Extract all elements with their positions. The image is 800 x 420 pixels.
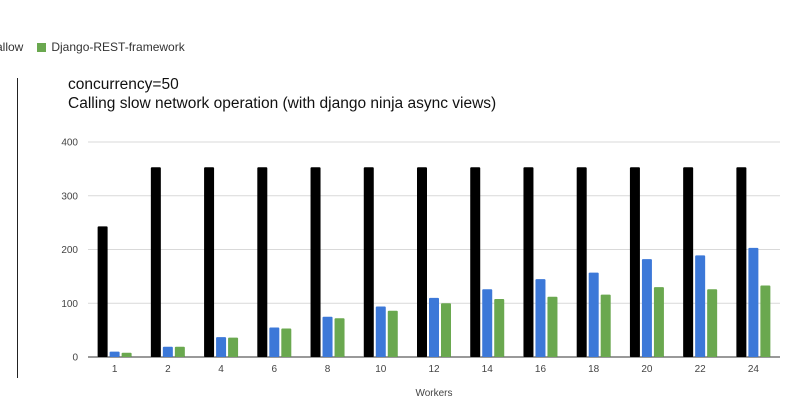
bar (441, 303, 451, 357)
x-tick-label: 20 (641, 364, 653, 375)
bar (653, 287, 664, 357)
bar (150, 167, 161, 357)
bar (216, 337, 227, 357)
bar (417, 167, 427, 357)
bar (588, 272, 599, 357)
chart-title-block: concurrency=50 Calling slow network oper… (68, 75, 496, 113)
x-tick-label: 1 (112, 364, 118, 375)
bar (535, 279, 546, 357)
x-tick-label: 16 (535, 364, 547, 375)
chart-subtitle: Calling slow network operation (with dja… (68, 95, 497, 112)
bar (523, 167, 534, 357)
bar (683, 167, 694, 357)
bar (429, 297, 439, 357)
bar (629, 167, 640, 357)
y-tick-label: 200 (61, 245, 78, 256)
bar (736, 167, 747, 357)
x-tick-label: 8 (325, 364, 331, 375)
bar (494, 298, 505, 357)
bar (547, 296, 558, 357)
bar (322, 316, 333, 357)
x-axis-title: Workers (415, 388, 452, 399)
x-tick-label: 14 (482, 364, 494, 375)
bar (707, 289, 718, 357)
x-tick-label: 24 (748, 364, 760, 375)
bar (228, 337, 239, 357)
bar (109, 351, 120, 357)
bar (748, 247, 759, 357)
bar (257, 167, 268, 357)
y-tick-label: 100 (61, 299, 78, 310)
bar (470, 167, 481, 357)
bar (121, 352, 132, 357)
legend-item: mallow (0, 40, 23, 54)
bar (334, 318, 345, 357)
bar (162, 346, 173, 357)
chart-title: concurrency=50 (68, 76, 179, 93)
x-tick-label: 18 (588, 364, 600, 375)
x-tick-label: 6 (272, 364, 278, 375)
chart-legend: mallow Django-REST-framework (0, 40, 199, 54)
bar (204, 167, 215, 357)
bar (375, 306, 386, 357)
x-tick-label: 4 (218, 364, 224, 375)
bar (387, 310, 398, 357)
bar (576, 167, 587, 357)
bar (269, 327, 280, 357)
legend-label: Django-REST-framework (51, 40, 185, 54)
bar (281, 328, 292, 357)
bar (174, 346, 185, 357)
x-tick-label: 10 (375, 364, 387, 375)
bar (363, 167, 374, 357)
legend-swatch (37, 43, 47, 52)
y-tick-label: 400 (61, 138, 78, 149)
bar (600, 294, 611, 357)
bar (482, 289, 493, 357)
x-tick-label: 22 (695, 364, 707, 375)
bar (97, 226, 108, 357)
bar (760, 285, 771, 357)
bar (310, 167, 321, 357)
y-tick-label: 0 (72, 353, 78, 364)
bar (695, 255, 706, 357)
x-tick-label: 2 (165, 364, 171, 375)
bar (641, 259, 652, 357)
x-tick-label: 12 (428, 364, 440, 375)
legend-item: Django-REST-framework (37, 40, 185, 54)
y-tick-label: 300 (61, 191, 78, 202)
legend-label: mallow (0, 40, 24, 54)
left-divider (17, 78, 18, 378)
